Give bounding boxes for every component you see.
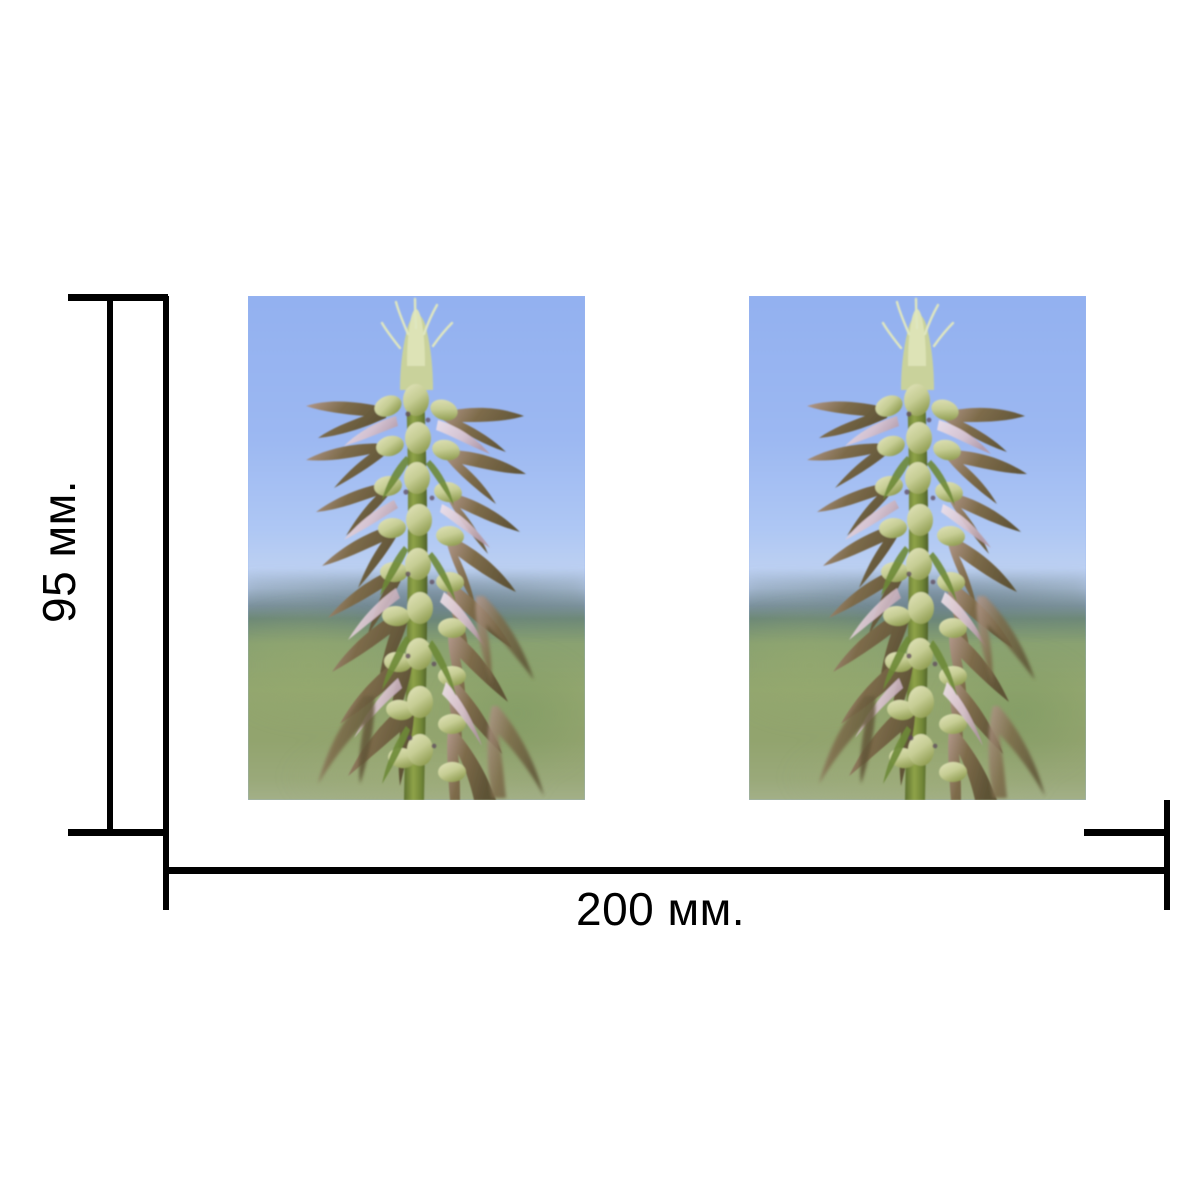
width-dimension-label: 200 мм. [576,883,746,935]
left-extension-line [163,296,169,910]
height-dimension-top-tick [68,294,168,301]
height-dimension-label: 95 мм. [33,480,85,623]
height-dimension-bottom-tick [68,829,168,836]
width-dimension-left-tick [163,800,169,910]
height-dimension-line [107,296,113,833]
lizard-orchid-photo-left [248,296,585,800]
orchid-flower-spike [248,296,585,800]
orchid-flower-spike [749,296,1086,800]
lizard-orchid-photo-right [749,296,1086,800]
right-extension-tick [1084,829,1170,836]
width-dimension-line [166,867,1169,874]
width-dimension-right-tick [1164,800,1170,910]
